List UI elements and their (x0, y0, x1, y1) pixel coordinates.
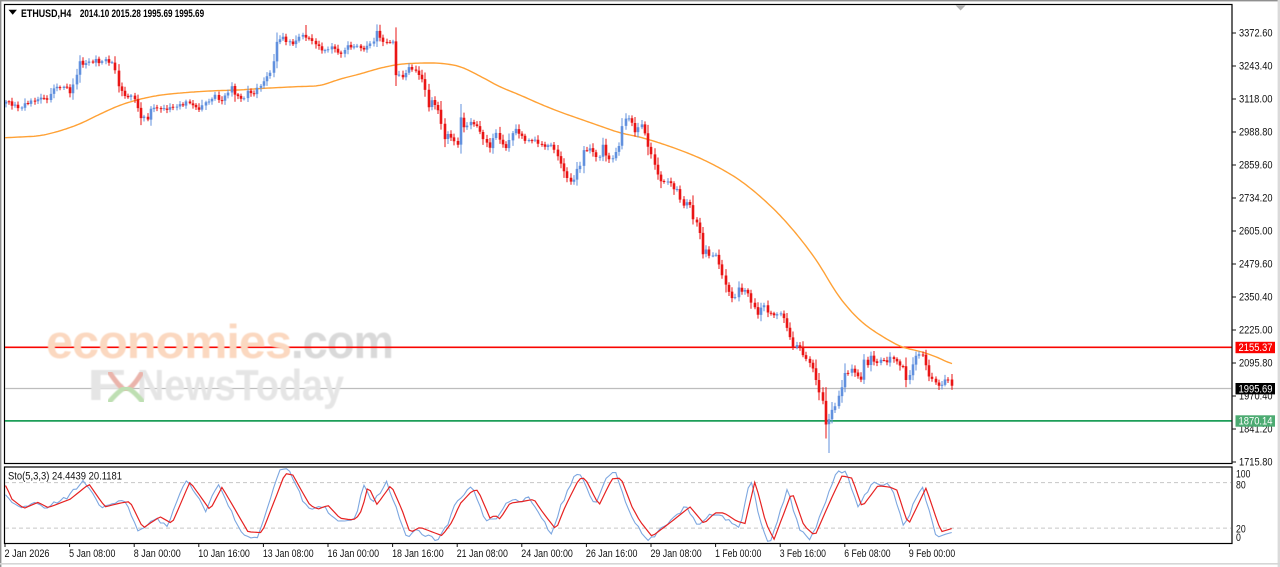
svg-text:2225.00: 2225.00 (1239, 325, 1273, 337)
svg-text:2014.10 2015.28 1995.69 1995.6: 2014.10 2015.28 1995.69 1995.69 (80, 8, 204, 20)
svg-text:1870.14: 1870.14 (1239, 416, 1273, 428)
svg-text:1995.69: 1995.69 (1239, 383, 1273, 395)
svg-text:3 Feb 16:00: 3 Feb 16:00 (780, 548, 826, 560)
svg-text:3118.00: 3118.00 (1239, 94, 1273, 106)
svg-text:2734.20: 2734.20 (1239, 193, 1273, 205)
svg-text:0: 0 (1236, 532, 1241, 544)
svg-text:24 Jan 00:00: 24 Jan 00:00 (521, 548, 573, 560)
svg-text:21 Jan 08:00: 21 Jan 08:00 (457, 548, 508, 560)
svg-text:2479.60: 2479.60 (1239, 259, 1273, 271)
svg-text:26 Jan 16:00: 26 Jan 16:00 (586, 548, 638, 560)
svg-text:80: 80 (1236, 480, 1246, 492)
svg-text:2095.80: 2095.80 (1239, 358, 1273, 370)
svg-text:2859.60: 2859.60 (1239, 160, 1273, 172)
svg-text:ETHUSD,H4: ETHUSD,H4 (21, 8, 72, 20)
svg-text:9 Feb 00:00: 9 Feb 00:00 (909, 548, 955, 560)
svg-text:3372.60: 3372.60 (1239, 28, 1273, 40)
svg-text:economies: economies (46, 315, 291, 368)
svg-text:10 Jan 16:00: 10 Jan 16:00 (198, 548, 250, 560)
svg-text:Sto(5,3,3) 24.4439 20.1181: Sto(5,3,3) 24.4439 20.1181 (8, 471, 122, 483)
svg-text:5 Jan 08:00: 5 Jan 08:00 (69, 548, 115, 560)
svg-text:18 Jan 16:00: 18 Jan 16:00 (392, 548, 444, 560)
svg-text:2988.80: 2988.80 (1239, 127, 1273, 139)
svg-text:100: 100 (1236, 469, 1250, 481)
svg-text:NewsToday: NewsToday (137, 361, 344, 410)
svg-text:2605.00: 2605.00 (1239, 226, 1273, 238)
svg-text:2155.37: 2155.37 (1239, 342, 1273, 354)
svg-text:29 Jan 08:00: 29 Jan 08:00 (651, 548, 702, 560)
svg-text:8 Jan 00:00: 8 Jan 00:00 (134, 548, 181, 560)
svg-text:20: 20 (1236, 524, 1246, 536)
svg-text:.com: .com (291, 315, 393, 368)
svg-text:2 Jan 2026: 2 Jan 2026 (5, 548, 50, 560)
svg-text:13 Jan 08:00: 13 Jan 08:00 (263, 548, 314, 560)
svg-text:6 Feb 08:00: 6 Feb 08:00 (844, 548, 890, 560)
svg-text:2350.40: 2350.40 (1239, 292, 1273, 304)
svg-text:3243.40: 3243.40 (1239, 61, 1273, 73)
svg-text:1841.20: 1841.20 (1239, 424, 1273, 436)
svg-text:1 Feb 00:00: 1 Feb 00:00 (715, 548, 761, 560)
svg-text:1715.80: 1715.80 (1239, 457, 1273, 469)
svg-text:16 Jan 00:00: 16 Jan 00:00 (328, 548, 380, 560)
